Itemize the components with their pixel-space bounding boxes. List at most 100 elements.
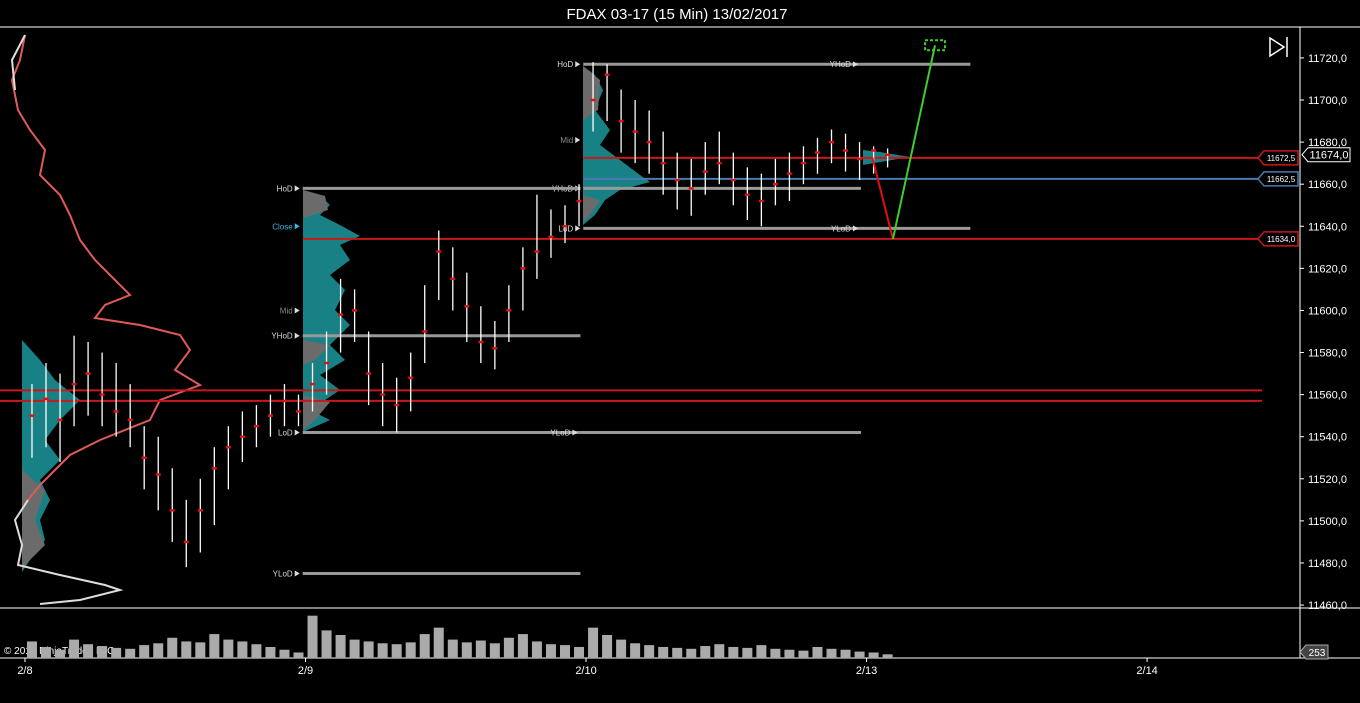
volume-bar	[686, 648, 697, 658]
y-tick-label: 11640,0	[1308, 221, 1347, 233]
price-line-label: 11634,0	[1267, 235, 1296, 244]
y-tick-label: 11720,0	[1308, 53, 1347, 65]
level-arrow	[852, 61, 858, 68]
volume-bar	[223, 639, 234, 658]
volume-bar	[111, 647, 122, 658]
volume-bar	[447, 639, 458, 658]
volume-bar	[125, 648, 136, 658]
volume-bar	[475, 640, 486, 658]
level-label: HoD	[277, 184, 293, 193]
volume-bar	[531, 641, 542, 658]
volume-bar	[770, 648, 781, 658]
volume-bar	[363, 641, 374, 658]
volume-bar	[26, 641, 37, 658]
chart-title: FDAX 03-17 (15 Min) 13/02/2017	[567, 6, 788, 23]
level-label: LoD	[559, 224, 574, 233]
current-volume-tag	[1299, 644, 1329, 660]
volume-bar	[237, 641, 248, 658]
level-label: YLoD	[831, 224, 851, 233]
level-arrow	[575, 225, 581, 232]
volume-bar	[335, 635, 346, 658]
volume-bar	[868, 652, 879, 658]
level-arrow	[572, 429, 578, 436]
volume-bar	[307, 615, 318, 658]
volume-bar	[517, 634, 528, 658]
current-volume-label: 253	[1309, 648, 1326, 659]
projection-line	[871, 156, 894, 240]
y-tick-label: 11500,0	[1308, 516, 1347, 528]
volume-bar	[405, 642, 416, 658]
level-label: YLoD	[550, 429, 570, 438]
y-tick-label: 11600,0	[1308, 305, 1347, 317]
level-arrow	[294, 570, 300, 577]
price-line-tag	[1257, 171, 1299, 187]
volume-bar	[265, 646, 276, 658]
x-tick-label: 2/10	[575, 665, 596, 677]
volume-bar	[321, 630, 332, 658]
volume-bar	[545, 644, 556, 658]
volume-bar	[461, 642, 472, 658]
level-arrow	[294, 307, 300, 314]
y-tick-label: 11520,0	[1308, 474, 1347, 486]
volume-bar	[251, 644, 262, 658]
y-tick-label: 11620,0	[1308, 263, 1347, 275]
volume-bar	[195, 642, 206, 658]
volume-bar	[714, 644, 725, 658]
level-arrow	[852, 225, 858, 232]
volume-bar	[83, 644, 94, 658]
y-tick-label: 11560,0	[1308, 390, 1347, 402]
y-tick-label: 11580,0	[1308, 348, 1347, 360]
volume-bar	[798, 650, 809, 658]
volume-bar	[209, 634, 220, 658]
volume-bar	[826, 648, 837, 658]
current-price-label: 11674,0	[1310, 150, 1349, 162]
volume-bar	[153, 643, 164, 658]
volume-bar	[644, 645, 655, 658]
volume-bar	[139, 645, 150, 658]
level-arrow	[294, 185, 300, 192]
volume-bar	[812, 646, 823, 658]
x-tick-label: 2/9	[298, 665, 313, 677]
volume-bar	[419, 634, 430, 658]
level-label: LoD	[278, 429, 293, 438]
level-arrow	[575, 61, 581, 68]
volume-bar	[728, 646, 739, 658]
volume-bar	[181, 641, 192, 658]
volume-bar	[658, 646, 669, 658]
volume-bar	[69, 639, 80, 658]
level-arrow	[294, 223, 300, 230]
y-tick-label: 11660,0	[1308, 179, 1347, 191]
level-arrow	[294, 332, 300, 339]
volume-bar	[616, 639, 627, 658]
volume-bar	[700, 646, 711, 658]
y-tick-label: 11540,0	[1308, 432, 1347, 444]
level-label: Close	[272, 222, 293, 231]
projection-target	[924, 39, 947, 52]
volume-bar	[41, 646, 52, 658]
y-tick-label: 11680,0	[1308, 137, 1347, 149]
level-label: YHoD	[271, 332, 293, 341]
volume-bar	[840, 649, 851, 658]
volume-bar	[167, 637, 178, 658]
volume-bar	[756, 645, 767, 658]
play-button[interactable]	[1269, 36, 1288, 58]
x-tick-label: 2/14	[1136, 665, 1157, 677]
volume-bar	[559, 645, 570, 658]
volume-bar	[672, 647, 683, 658]
level-arrow	[294, 429, 300, 436]
price-line-tag	[1257, 150, 1299, 166]
level-label: Mid	[560, 136, 573, 145]
x-tick-label: 2/8	[17, 665, 32, 677]
level-arrow	[575, 137, 581, 144]
volume-bar	[433, 627, 444, 658]
level-label: YLoD	[273, 569, 293, 578]
y-tick-label: 11460,0	[1308, 600, 1347, 612]
level-label: HoD	[557, 60, 573, 69]
volume-bar	[503, 637, 514, 658]
x-tick-label: 2/13	[856, 665, 877, 677]
level-label: YHoD	[830, 60, 852, 69]
price-line-label: 11662,5	[1267, 175, 1296, 184]
